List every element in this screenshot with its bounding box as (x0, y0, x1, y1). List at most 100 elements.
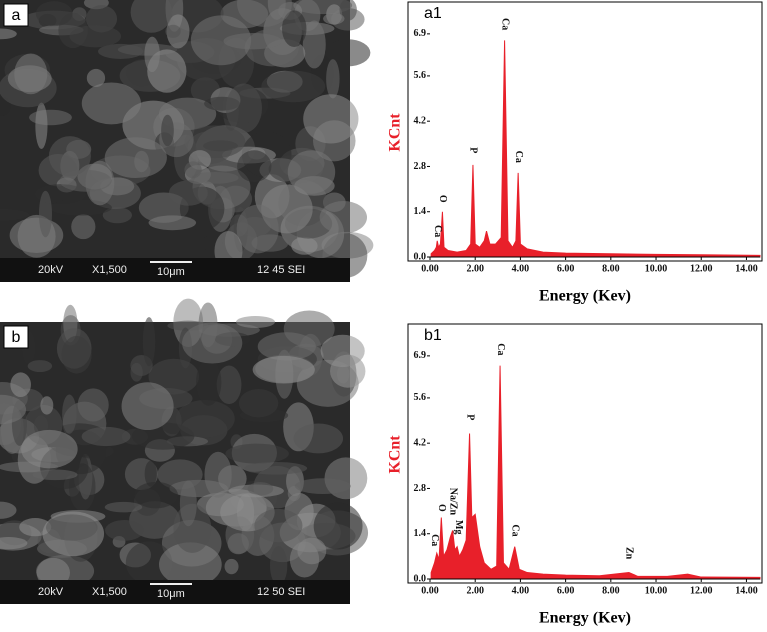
sem-particle (45, 514, 98, 541)
sem-particle (236, 204, 279, 254)
sem-particle (148, 215, 197, 231)
sem-particle (287, 485, 301, 502)
sem-particle (71, 214, 96, 240)
x-tick-label: 14.00 (735, 585, 758, 596)
sem-code: 12 50 SEI (257, 586, 305, 598)
sem-particle (86, 68, 106, 88)
peak-label: P (464, 414, 475, 420)
sem-particle (102, 207, 133, 224)
x-tick-label: 10.00 (645, 585, 668, 596)
x-tick-label: 0.00 (421, 263, 439, 274)
x-tick-label: 12.00 (690, 585, 713, 596)
sem-particle (339, 0, 357, 21)
y-tick-label: 2.8 (414, 161, 427, 172)
plot-frame (407, 323, 763, 584)
x-axis-label: Energy (Kev) (539, 288, 631, 305)
sem-particle (27, 360, 53, 373)
sem-particle (121, 382, 174, 431)
sem-particle (254, 508, 303, 543)
sem-voltage: 20kV (38, 586, 64, 598)
y-axis-label: KCnt (387, 435, 404, 474)
y-tick-label: 1.4 (414, 206, 427, 217)
sem-particle (252, 355, 315, 384)
sem-particle (134, 150, 149, 173)
sem-particle (148, 358, 200, 395)
sem-particle (184, 161, 202, 179)
sem-particle (204, 451, 232, 498)
x-tick-label: 4.00 (512, 263, 530, 274)
y-tick-label: 6.9 (414, 28, 427, 39)
sem-particle (38, 190, 53, 238)
x-tick-label: 4.00 (512, 585, 530, 596)
sem-particle (237, 150, 272, 183)
sem-particle (313, 502, 363, 550)
panel-label-box (3, 3, 29, 27)
y-tick-label: 4.2 (414, 437, 427, 448)
sem-particle (319, 200, 368, 234)
sem-particle (235, 316, 276, 329)
panel-label: a (12, 7, 21, 24)
sem-particle (40, 396, 54, 415)
sem-particle (0, 501, 17, 519)
sem-particle (0, 536, 28, 550)
sem-particle (104, 501, 143, 513)
peak-label: Ca (509, 524, 520, 536)
sem-particle (326, 59, 340, 99)
sem-particle (105, 519, 144, 541)
sem-particle (244, 461, 308, 475)
peak-label: Zn (624, 547, 635, 560)
sem-particle (196, 358, 222, 406)
x-axis-label: Energy (Kev) (539, 610, 631, 627)
panel-title: a1 (424, 5, 442, 22)
y-tick-label: 6.9 (414, 350, 427, 361)
peak-label: Mg (453, 520, 464, 534)
panel-title: b1 (424, 327, 442, 344)
spectrum-area (430, 365, 761, 580)
sem-particle (303, 94, 359, 144)
sem-particle (257, 332, 316, 361)
sem-particle (294, 478, 351, 494)
peak-label: Ca (495, 343, 506, 355)
sem-particle (267, 0, 286, 20)
x-tick-label: 14.00 (735, 263, 758, 274)
sem-particle (48, 136, 91, 177)
sem-particle (225, 83, 262, 133)
sem-particle (10, 372, 31, 398)
y-tick-label: 4.2 (414, 115, 427, 126)
y-tick-label: 1.4 (414, 528, 427, 539)
sem-particle (225, 443, 289, 464)
sem-particle (81, 82, 141, 125)
sem-particle (35, 102, 48, 149)
panel-label-box (3, 325, 29, 349)
sem-particle (247, 482, 274, 496)
sem-code: 12 45 SEI (257, 264, 305, 276)
sem-particle (291, 236, 318, 255)
sem-particle (175, 399, 235, 438)
sem-particle (97, 43, 144, 59)
sem-particle (261, 70, 326, 103)
sem-particle (144, 36, 160, 73)
sem-particle (32, 469, 78, 481)
peak-label: P (468, 147, 479, 153)
sem-voltage: 20kV (38, 264, 64, 276)
sem-particle (61, 335, 92, 374)
sem-particle (179, 480, 197, 527)
sem-particle (81, 426, 131, 447)
y-tick-label: 0.0 (414, 251, 427, 262)
sem-particle (287, 150, 336, 194)
y-tick-label: 5.6 (414, 70, 427, 81)
sem-scale: 10μm (157, 588, 185, 600)
sem-particle (142, 317, 156, 367)
sem-particle (0, 28, 17, 40)
sem-particle (203, 140, 238, 152)
sem-particle (289, 541, 320, 578)
y-axis-label: KCnt (387, 113, 404, 152)
x-tick-label: 12.00 (690, 263, 713, 274)
sem-particle (77, 388, 109, 422)
sem-particle (182, 322, 243, 364)
sem-particle (125, 541, 173, 585)
peak-label: Ca (499, 18, 510, 30)
sem-panel: 20kV X1,500 10μm 12 45 SEI a (0, 0, 374, 282)
panel-label: b (12, 329, 21, 346)
